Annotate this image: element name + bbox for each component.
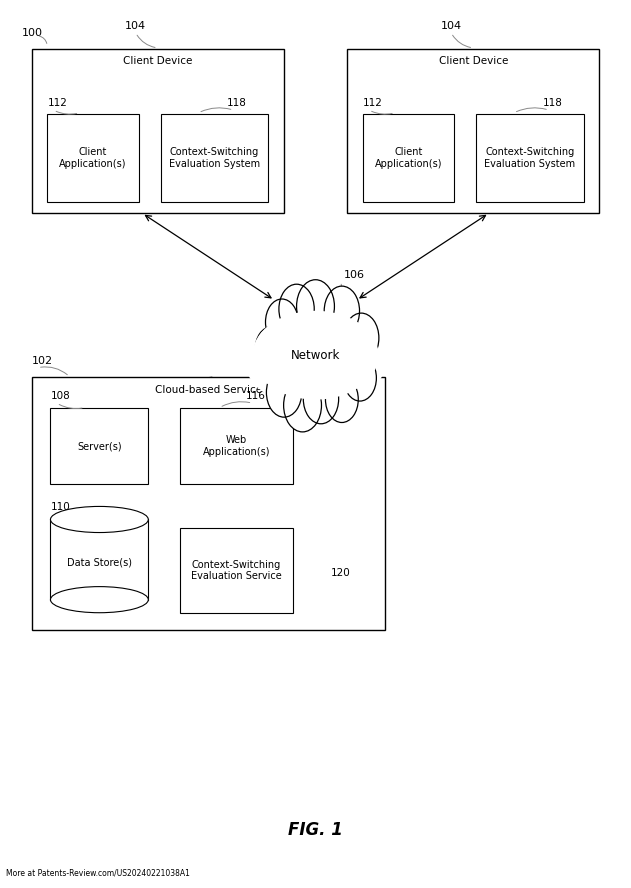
Text: 104: 104 — [125, 21, 146, 31]
Text: 112: 112 — [47, 99, 67, 108]
Text: Client Device: Client Device — [123, 56, 192, 66]
Circle shape — [343, 313, 379, 363]
Text: Network: Network — [291, 349, 340, 361]
Bar — [476, 114, 584, 202]
Bar — [32, 377, 385, 630]
Bar — [32, 49, 284, 213]
Text: Context-Switching
Evaluation System: Context-Switching Evaluation System — [169, 147, 260, 169]
Circle shape — [255, 327, 288, 373]
Circle shape — [304, 374, 339, 424]
Ellipse shape — [50, 506, 148, 533]
Text: FIG. 1: FIG. 1 — [288, 821, 343, 839]
Text: Server(s): Server(s) — [77, 441, 122, 451]
Circle shape — [279, 284, 314, 334]
Text: Client Device: Client Device — [439, 56, 508, 66]
Text: Client
Application(s): Client Application(s) — [59, 147, 127, 169]
Text: 112: 112 — [363, 99, 382, 108]
Text: Context-Switching
Evaluation Service: Context-Switching Evaluation Service — [191, 559, 282, 582]
Circle shape — [266, 368, 302, 417]
Bar — [347, 49, 599, 213]
Ellipse shape — [243, 302, 388, 408]
Text: 104: 104 — [440, 21, 462, 31]
Text: 120: 120 — [331, 567, 351, 578]
Text: Web
Application(s): Web Application(s) — [203, 435, 270, 457]
Text: More at Patents-Review.com/US20240221038A1: More at Patents-Review.com/US20240221038… — [6, 868, 190, 877]
Text: 118: 118 — [227, 99, 247, 108]
Text: 106: 106 — [344, 270, 365, 280]
Text: 110: 110 — [50, 503, 70, 512]
Text: Client
Application(s): Client Application(s) — [375, 147, 442, 169]
Circle shape — [326, 377, 358, 423]
Text: 116: 116 — [246, 392, 266, 401]
Ellipse shape — [50, 587, 148, 613]
Circle shape — [297, 280, 334, 333]
Text: Cloud-based Service: Cloud-based Service — [155, 385, 262, 394]
Text: 108: 108 — [50, 392, 70, 401]
Text: 102: 102 — [32, 356, 52, 366]
Bar — [161, 114, 268, 202]
Circle shape — [324, 286, 360, 336]
Text: 118: 118 — [543, 99, 562, 108]
Bar — [363, 114, 454, 202]
Bar — [180, 528, 293, 613]
Bar — [50, 519, 148, 599]
Text: Data Store(s): Data Store(s) — [67, 557, 132, 567]
Text: 100: 100 — [22, 28, 43, 38]
Circle shape — [343, 355, 376, 401]
Bar — [47, 114, 139, 202]
Ellipse shape — [252, 311, 379, 400]
Text: Context-Switching
Evaluation System: Context-Switching Evaluation System — [485, 147, 575, 169]
Bar — [180, 408, 293, 484]
Circle shape — [266, 299, 298, 345]
Circle shape — [283, 378, 321, 432]
Bar — [50, 408, 148, 484]
